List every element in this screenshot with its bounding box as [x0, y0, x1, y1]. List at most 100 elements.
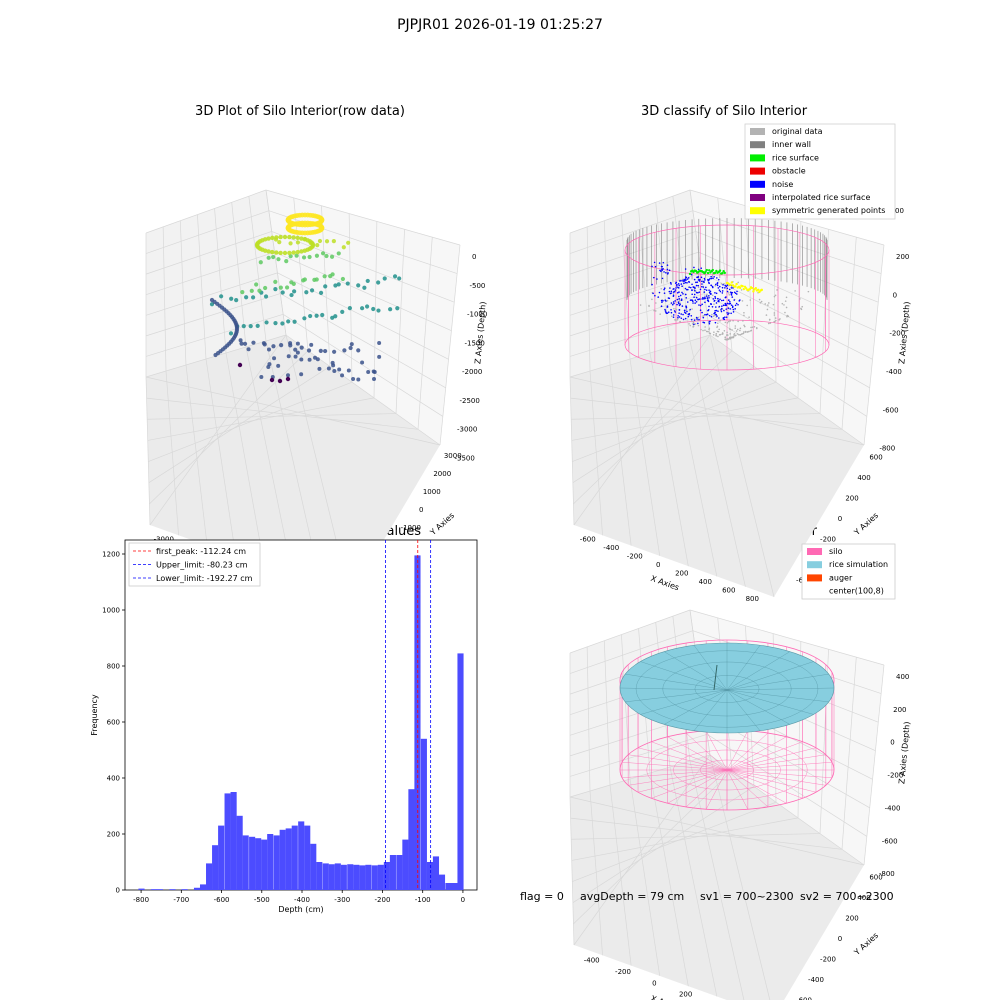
x-tick-label: -400 [294, 896, 310, 904]
floor-pane [570, 335, 864, 597]
noise-point [687, 277, 690, 279]
noise-point [708, 289, 710, 291]
raw-data-point [289, 292, 294, 298]
left-grid-line [672, 196, 691, 342]
original-data-point [774, 317, 777, 319]
noise-point [682, 313, 684, 316]
noise-point [724, 287, 726, 289]
original-data-point [739, 333, 741, 336]
original-data-point [743, 325, 746, 328]
noise-point [670, 311, 673, 314]
raw-data-point [345, 281, 350, 286]
noise-point [730, 304, 733, 306]
original-data-point [719, 333, 722, 336]
noise-point [695, 316, 698, 319]
right-grid-line [282, 313, 444, 417]
noise-point [732, 308, 735, 311]
raw-data-point [307, 254, 312, 260]
classify-legend: original data inner wall rice surface obsta… [744, 123, 896, 220]
floor-grid-line [649, 772, 689, 987]
noise-point [714, 321, 717, 324]
symmetric-point [751, 286, 754, 290]
z-axis-label: Z Axies (Depth) [897, 301, 911, 364]
noise-point [720, 307, 723, 310]
original-data-point [755, 326, 758, 329]
rice-surface-point [705, 268, 708, 272]
noise-point [729, 308, 732, 310]
noise-point [677, 283, 680, 285]
left-grid-line [689, 189, 711, 336]
left-grid-line [569, 210, 693, 254]
noise-point [702, 296, 704, 299]
noise-point [718, 305, 721, 308]
symmetric-point [760, 288, 763, 292]
original-data-point [639, 304, 642, 306]
noise-point [684, 312, 687, 314]
x-tick-label: -100 [415, 896, 431, 904]
noise-point [720, 310, 723, 313]
original-data-point [726, 322, 729, 324]
noise-point [698, 304, 700, 306]
raw-data-point [213, 352, 218, 358]
raw-data-point [267, 362, 272, 367]
noise-point [679, 303, 681, 306]
z-tick-label: -3500 [455, 454, 475, 462]
legend-label: symmetric generated points [772, 206, 885, 215]
surface-mesh-line [726, 651, 790, 691]
noise-point [672, 314, 675, 316]
noise-point [691, 283, 693, 286]
noise-point [714, 291, 716, 294]
noise-point [675, 287, 677, 289]
noise-point [695, 291, 698, 294]
noise-point [731, 296, 734, 298]
histogram-bar [396, 855, 403, 890]
original-data-point [794, 290, 796, 292]
noise-point [691, 289, 693, 292]
noise-point [708, 278, 710, 281]
noise-point [656, 278, 658, 280]
y-tick-label: 200 [845, 914, 858, 922]
floor-grid-line [225, 352, 265, 567]
noise-point [693, 319, 696, 321]
raw-data-point [360, 306, 365, 311]
left-grid-line [569, 609, 691, 654]
floor-grid-line [569, 796, 865, 866]
noise-point [712, 286, 714, 289]
noise-point [685, 276, 688, 279]
surface-mesh-line [693, 689, 728, 731]
original-data-point [716, 322, 719, 325]
right-grid-line [745, 205, 755, 367]
histogram-bar [457, 653, 464, 890]
raw-data-point [333, 314, 338, 319]
floor-grid-line [709, 334, 775, 598]
y-tick-label: 2000 [433, 470, 451, 478]
raw-data-point [258, 260, 263, 265]
raw-data-point [292, 289, 297, 294]
raw-data-point [278, 234, 283, 240]
original-data-point [716, 330, 719, 333]
surface-mesh-line [726, 689, 790, 725]
noise-point [669, 287, 671, 289]
noise-point [676, 291, 679, 294]
raw-data-point [299, 236, 304, 241]
noise-point [727, 307, 730, 310]
histogram-bar [181, 889, 188, 890]
noise-point [666, 268, 669, 271]
noise-point [686, 310, 688, 313]
z-tick-label: -200 [887, 772, 903, 780]
original-data-point [742, 331, 745, 333]
original-data-point [716, 325, 719, 328]
x-tick-label: -600 [580, 535, 596, 543]
noise-point [666, 264, 669, 266]
raw-data-point [263, 285, 268, 291]
original-data-point [718, 328, 720, 331]
noise-point [688, 286, 690, 288]
noise-point [654, 294, 656, 297]
noise-point [727, 313, 729, 316]
raw-data-point [254, 282, 259, 287]
raw-data-point [372, 377, 377, 382]
raw-data-point [241, 323, 246, 329]
original-data-point [759, 301, 762, 304]
raw-data-point [272, 356, 277, 361]
classify-3d-plot: -600 -400 -200 0 200 400 600 800 -600 -400 -200 0 20… [569, 123, 912, 603]
